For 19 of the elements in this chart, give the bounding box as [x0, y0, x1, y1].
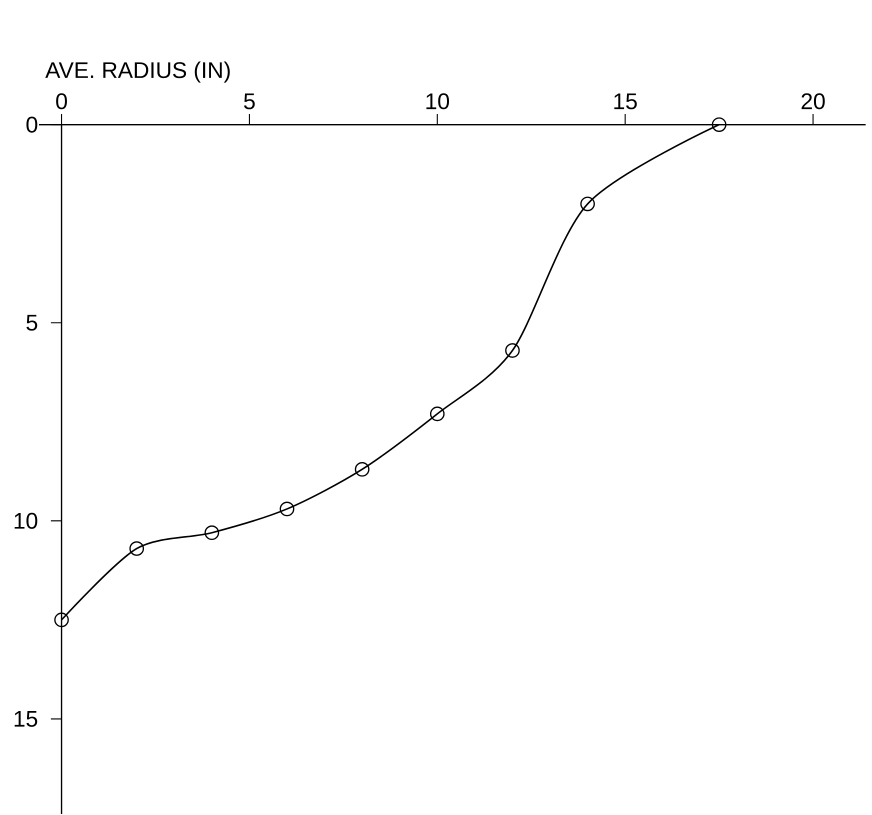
x-axis-title: AVE. RADIUS (IN) [45, 62, 230, 83]
point [354, 462, 370, 477]
point [430, 406, 445, 422]
y-tick-label: 5 [26, 315, 38, 331]
y-tick-label: 0 [26, 116, 38, 133]
point [204, 526, 220, 540]
point [280, 502, 294, 516]
point [580, 196, 595, 212]
y-tick-label: 15 [14, 711, 38, 728]
x-tick-label: 10 [426, 93, 450, 110]
y-tick-label: 10 [14, 512, 38, 530]
point [54, 612, 69, 628]
x-tick-label: 0 [56, 93, 67, 110]
x-tick-label: 15 [614, 94, 637, 110]
point [505, 343, 520, 358]
point [129, 541, 144, 556]
x-tick-label: 20 [802, 93, 825, 110]
point [712, 118, 726, 132]
x-tick-label: 5 [244, 94, 255, 110]
